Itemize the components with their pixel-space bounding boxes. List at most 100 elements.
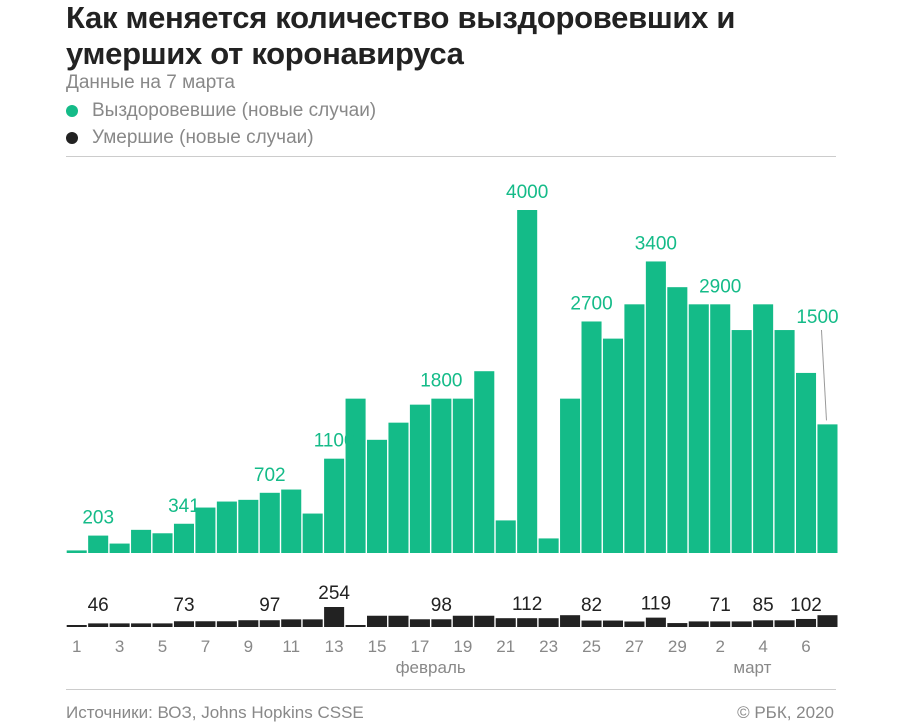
recovered-data-label: 2700 xyxy=(570,293,612,314)
deaths-data-label: 73 xyxy=(173,595,194,616)
x-tick-label: 11 xyxy=(282,637,300,656)
recovered-bar xyxy=(602,338,623,553)
recovered-bar xyxy=(324,458,345,553)
deaths-bar xyxy=(645,617,666,627)
deaths-bar xyxy=(324,607,345,627)
month-label: февраль xyxy=(396,658,466,677)
recovered-bar xyxy=(731,330,752,553)
deaths-bar xyxy=(581,620,602,627)
legend-item-deaths: Умершие (новые случаи) xyxy=(66,127,314,149)
recovered-data-label: 1100 xyxy=(314,431,355,452)
deaths-bar xyxy=(753,620,774,627)
chart-title: Как меняется количество выздоровевших и … xyxy=(66,0,736,71)
month-label: март xyxy=(733,658,771,677)
recovered-bar xyxy=(109,543,130,553)
deaths-bar xyxy=(774,620,795,627)
deaths-bar xyxy=(688,621,709,627)
recovered-bar xyxy=(517,210,538,553)
recovered-bar xyxy=(66,550,87,553)
deaths-bar xyxy=(560,615,581,627)
deaths-data-label: 97 xyxy=(259,595,280,616)
top-divider xyxy=(66,156,836,157)
recovered-bar xyxy=(774,330,795,553)
deaths-bar xyxy=(388,615,409,627)
deaths-bar xyxy=(710,621,731,627)
bottom-divider xyxy=(66,689,836,690)
deaths-data-label: 98 xyxy=(431,595,452,616)
recovered-bar xyxy=(409,404,430,553)
deaths-data-label: 254 xyxy=(318,583,350,604)
recovered-bar xyxy=(152,533,173,553)
deaths-data-label: 102 xyxy=(790,595,822,616)
recovered-data-label: 702 xyxy=(254,465,286,486)
deaths-bar xyxy=(624,621,645,627)
recovered-data-label: 4000 xyxy=(506,182,548,203)
deaths-bar xyxy=(345,625,366,627)
recovered-data-label: 2900 xyxy=(699,276,741,297)
deaths-data-label: 82 xyxy=(581,595,602,616)
deaths-bar xyxy=(517,618,538,627)
label-leader-line xyxy=(820,329,827,421)
recovered-bar xyxy=(796,372,817,553)
x-tick-label: 3 xyxy=(115,637,124,656)
deaths-bar xyxy=(281,619,302,627)
x-tick-label: 29 xyxy=(668,637,687,656)
recovered-bar xyxy=(367,439,388,553)
recovered-data-label: 1500 xyxy=(796,307,838,328)
x-tick-label: 5 xyxy=(158,637,167,656)
recovered-bar xyxy=(302,513,323,553)
legend-recovered-swatch xyxy=(66,105,78,117)
deaths-bar xyxy=(731,621,752,627)
recovered-bar xyxy=(88,535,109,553)
x-tick-label: 2 xyxy=(715,637,724,656)
deaths-bar xyxy=(238,620,259,627)
deaths-bar xyxy=(409,619,430,627)
deaths-bar xyxy=(109,623,130,627)
recovered-data-label: 1800 xyxy=(420,371,462,392)
recovered-bar xyxy=(238,499,259,553)
deaths-bar xyxy=(173,621,194,627)
recovered-bar xyxy=(259,492,280,553)
deaths-bar xyxy=(195,621,216,627)
deaths-bar xyxy=(88,623,109,627)
deaths-bar xyxy=(538,618,559,627)
deaths-bar xyxy=(216,621,237,627)
deaths-data-label: 85 xyxy=(753,595,774,616)
deaths-bar xyxy=(302,619,323,627)
recovered-bar xyxy=(560,398,581,553)
source-note: Источники: ВОЗ, Johns Hopkins CSSE xyxy=(66,703,364,722)
deaths-bar xyxy=(495,618,516,627)
recovered-bar xyxy=(216,501,237,553)
deaths-bar xyxy=(452,615,473,627)
recovered-bar xyxy=(452,398,473,553)
deaths-bar xyxy=(817,615,838,627)
recovered-bar xyxy=(667,287,688,553)
x-tick-label: 23 xyxy=(539,637,558,656)
x-tick-label: 19 xyxy=(453,637,472,656)
recovered-data-label: 341 xyxy=(168,496,200,517)
x-tick-label: 9 xyxy=(244,637,253,656)
recovered-bar xyxy=(431,398,452,553)
legend-item-recovered: Выздоровевшие (новые случаи) xyxy=(66,100,376,122)
copyright-note: © РБК, 2020 xyxy=(737,703,834,722)
recovered-bar xyxy=(645,261,666,553)
deaths-bar xyxy=(474,615,495,627)
recovered-bar xyxy=(173,523,194,553)
deaths-data-label: 112 xyxy=(512,594,542,615)
recovered-bar xyxy=(281,489,302,553)
deaths-bar xyxy=(667,623,688,627)
x-tick-label: 27 xyxy=(625,637,644,656)
legend-recovered-label: Выздоровевшие (новые случаи) xyxy=(92,100,377,121)
recovered-bar xyxy=(474,371,495,553)
x-tick-label: 25 xyxy=(582,637,601,656)
recovered-data-label: 3400 xyxy=(635,233,677,254)
x-tick-label: 4 xyxy=(758,637,767,656)
x-tick-label: 15 xyxy=(368,637,387,656)
recovered-bar xyxy=(195,507,216,553)
deaths-data-label: 119 xyxy=(641,594,671,615)
recovered-bar xyxy=(688,304,709,553)
recovered-data-label: 203 xyxy=(82,508,114,529)
x-tick-label: 21 xyxy=(496,637,515,656)
recovered-bar xyxy=(817,424,838,553)
